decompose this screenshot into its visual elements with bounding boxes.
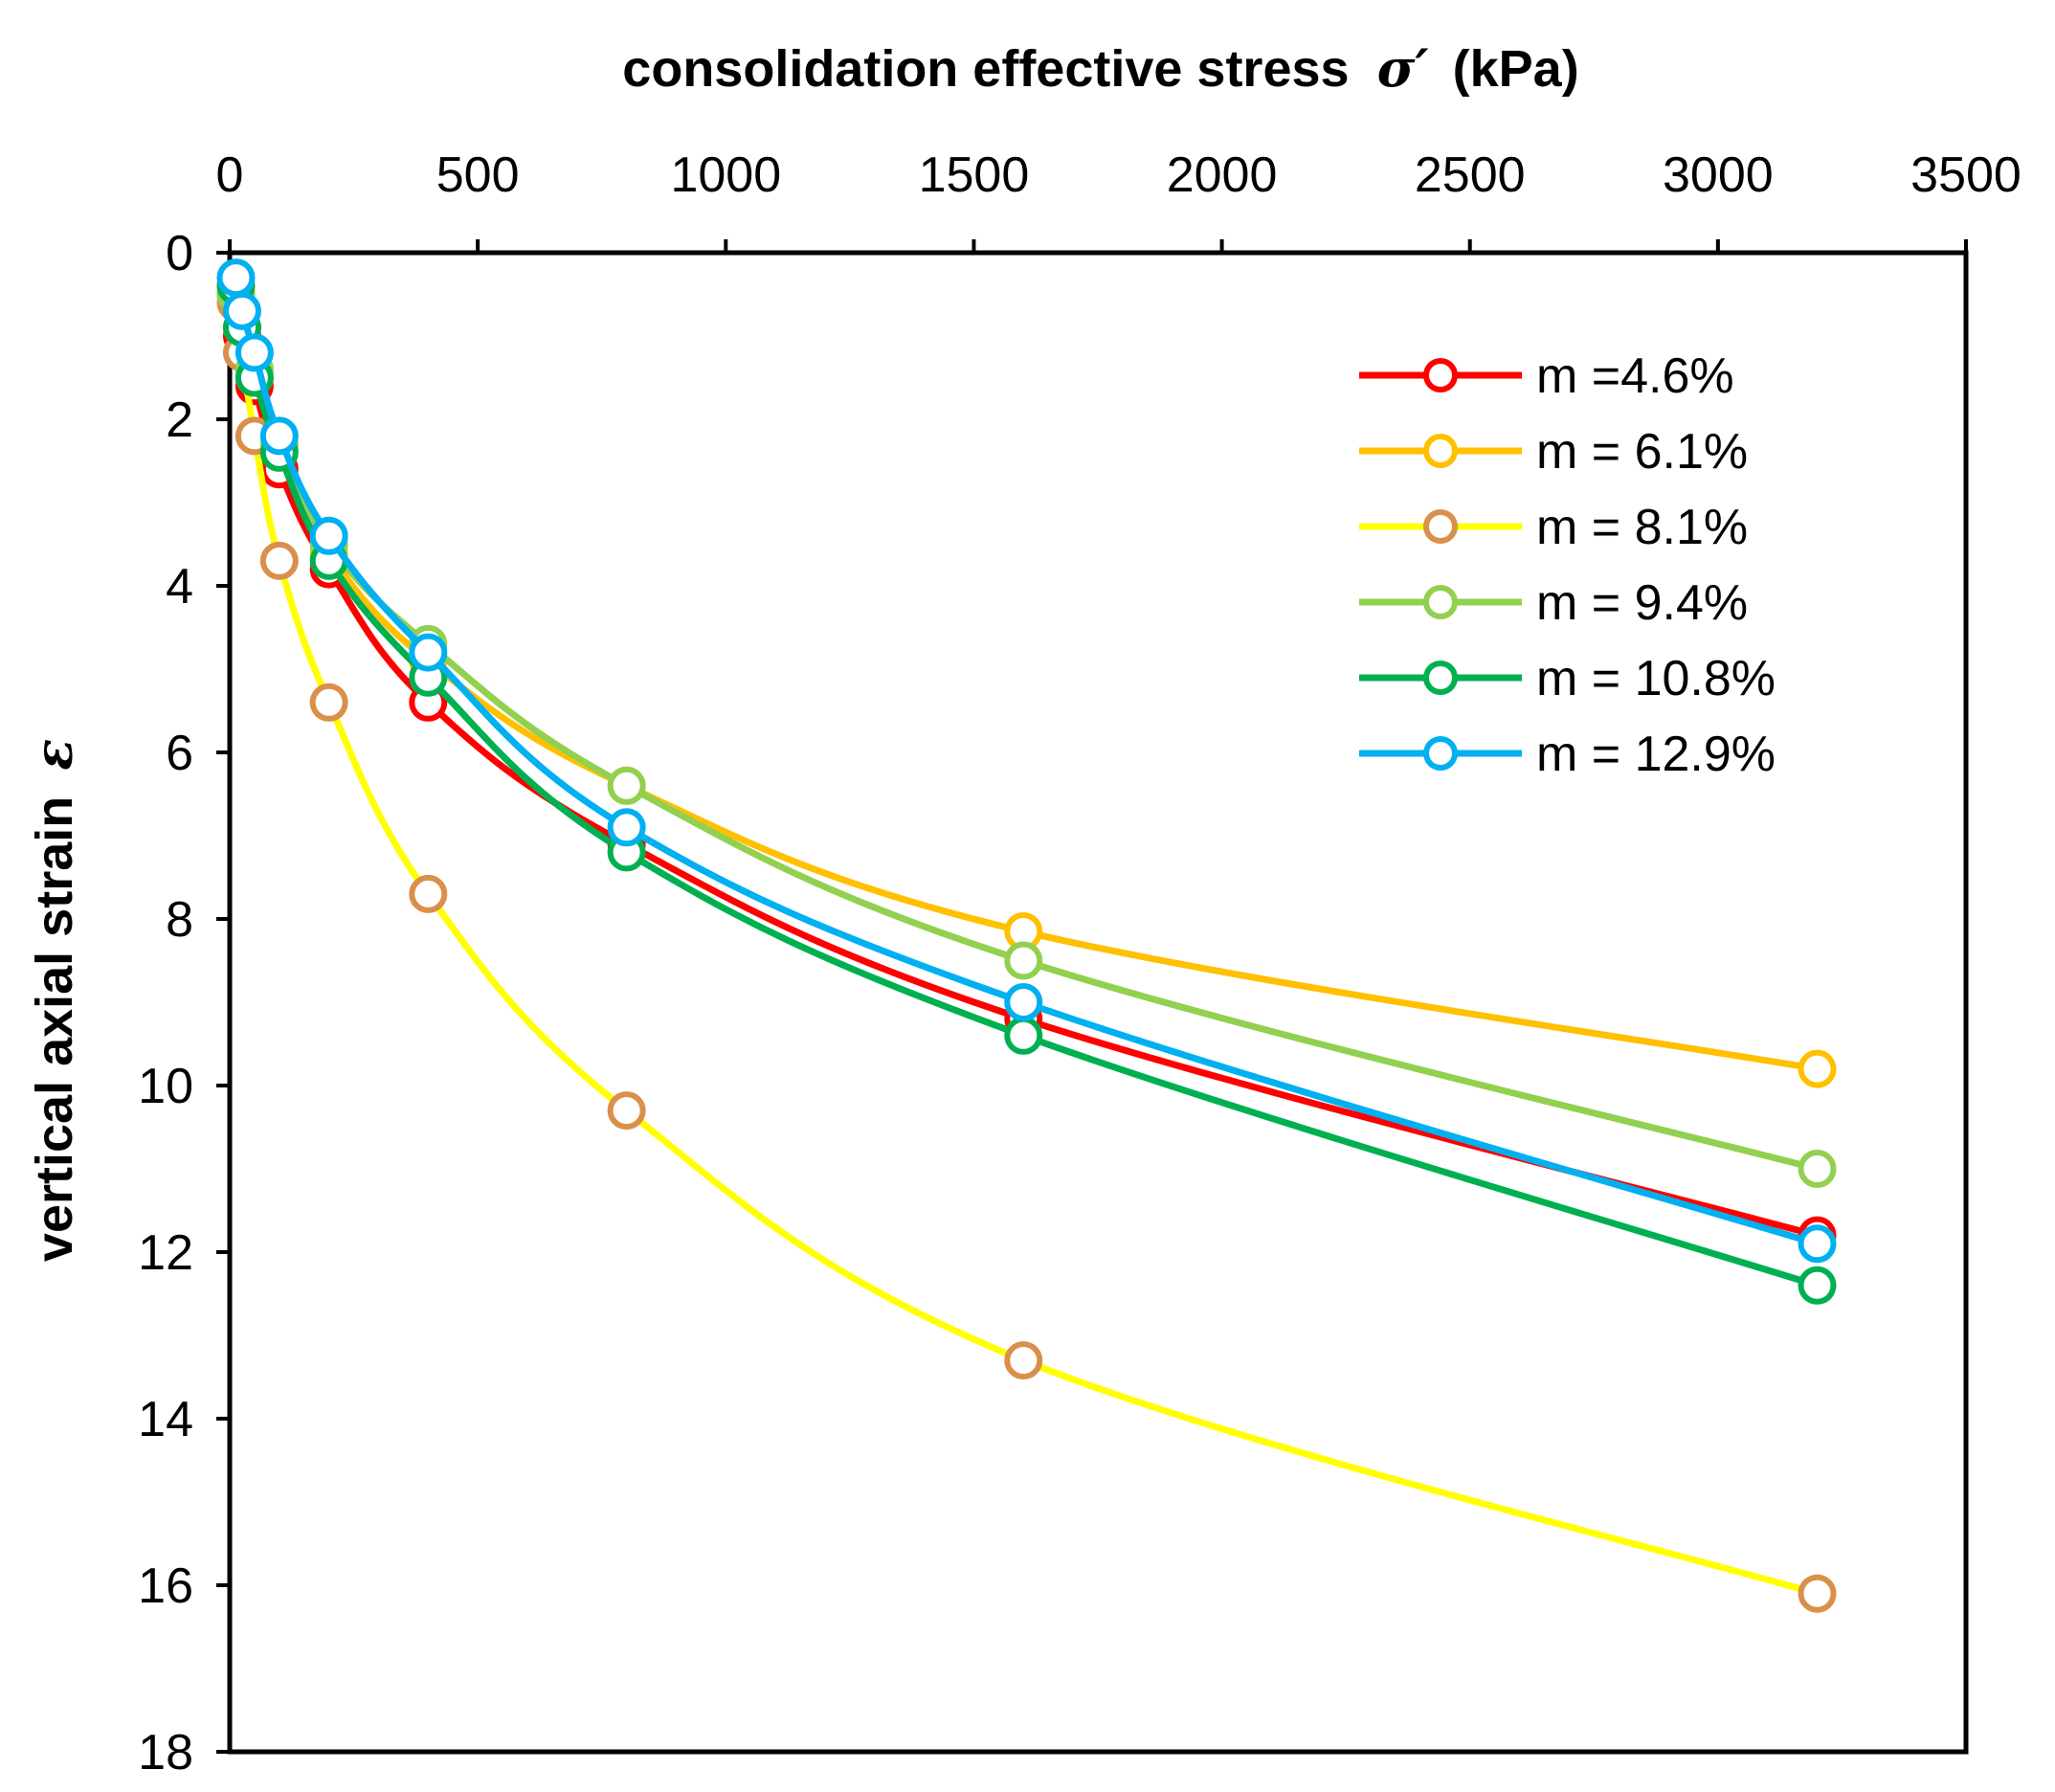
data-point xyxy=(1798,1150,1837,1188)
data-point xyxy=(409,633,448,672)
y-axis: 0 2 4 6 8 10 12 14 16 18 xyxy=(138,226,230,1781)
data-point xyxy=(409,874,448,913)
data-point xyxy=(216,258,256,298)
legend-swatch-marker xyxy=(1423,585,1458,619)
x-tick-label: 1000 xyxy=(670,147,781,203)
y-tick-label: 4 xyxy=(166,559,193,615)
legend-item: m =4.6% xyxy=(1359,348,1734,404)
y-tick-label: 2 xyxy=(166,392,193,448)
data-point xyxy=(309,516,348,555)
x-axis-title-symbol: σ′ xyxy=(1377,37,1429,99)
data-point xyxy=(607,766,646,805)
x-tick-label: 2500 xyxy=(1415,147,1526,203)
series-layer xyxy=(216,258,1837,1613)
y-tick-label: 6 xyxy=(166,726,193,781)
data-point xyxy=(222,291,261,330)
data-point xyxy=(1798,1266,1837,1305)
legend-item: m = 6.1% xyxy=(1359,424,1748,480)
data-point xyxy=(1798,1224,1837,1264)
data-point xyxy=(1004,1016,1043,1055)
legend-swatch-marker xyxy=(1423,736,1458,771)
y-axis-title-symbol: ε xyxy=(23,739,84,771)
legend-label: m = 12.9% xyxy=(1536,727,1776,782)
data-point xyxy=(309,683,348,722)
y-tick-label: 0 xyxy=(166,226,193,281)
legend-item: m = 9.4% xyxy=(1359,575,1748,631)
legend-label: m = 6.1% xyxy=(1536,424,1748,480)
y-tick-label: 8 xyxy=(166,892,193,948)
x-axis-title-unit: (kPa) xyxy=(1453,40,1579,98)
x-tick-label: 1500 xyxy=(919,147,1030,203)
legend-item: m = 10.8% xyxy=(1359,651,1776,706)
legend-label: m = 9.4% xyxy=(1536,575,1748,631)
svg-text:vertical axial strain ε: vertical axial strain ε xyxy=(23,739,84,1262)
data-point xyxy=(1798,1574,1837,1613)
legend-label: m = 8.1% xyxy=(1536,500,1748,555)
x-axis-title: consolidation effective stress σ′ (kPa) xyxy=(622,37,1578,99)
legend-swatch-marker xyxy=(1423,661,1458,695)
legend-label: m = 10.8% xyxy=(1536,651,1776,706)
y-tick-label: 16 xyxy=(138,1558,193,1614)
svg-text:consolidation effective stress: consolidation effective stress σ′ (kPa) xyxy=(622,37,1578,99)
data-point xyxy=(259,541,299,580)
legend-swatch-marker xyxy=(1423,358,1458,392)
plot-area xyxy=(227,250,1969,1755)
data-point xyxy=(1004,983,1043,1021)
legend-item: m = 12.9% xyxy=(1359,727,1776,782)
legend-swatch-marker xyxy=(1423,509,1458,544)
x-tick-label: 0 xyxy=(216,147,244,203)
x-tick-label: 3000 xyxy=(1663,147,1774,203)
y-tick-label: 18 xyxy=(138,1725,193,1781)
data-point xyxy=(259,416,299,456)
data-point xyxy=(1004,941,1043,980)
x-tick-label: 2000 xyxy=(1167,147,1278,203)
legend-swatch-marker xyxy=(1423,434,1458,468)
data-point xyxy=(607,1091,646,1131)
y-axis-title-text: vertical axial strain xyxy=(26,796,83,1262)
series-6 xyxy=(216,258,1837,1264)
legend-label: m =4.6% xyxy=(1536,348,1734,404)
x-tick-label: 500 xyxy=(436,147,520,203)
data-point xyxy=(607,808,646,847)
y-tick-label: 12 xyxy=(138,1225,193,1281)
legend: m =4.6% m = 6.1% m = 8.1% m = 9.4% m = 10.8%… xyxy=(1359,348,1776,782)
data-point xyxy=(1004,1341,1043,1380)
x-axis-title-text: consolidation effective stress xyxy=(622,40,1349,98)
y-tick-label: 10 xyxy=(138,1059,193,1114)
data-point xyxy=(1798,1049,1837,1088)
legend-item: m = 8.1% xyxy=(1359,500,1748,555)
y-tick-label: 14 xyxy=(138,1392,193,1447)
x-tick-label: 3500 xyxy=(1910,147,2021,203)
data-point xyxy=(235,333,274,372)
y-axis-title: vertical axial strain ε xyxy=(23,739,84,1262)
x-axis: 0 500 1000 1500 2000 2500 3000 3500 xyxy=(216,147,2021,253)
